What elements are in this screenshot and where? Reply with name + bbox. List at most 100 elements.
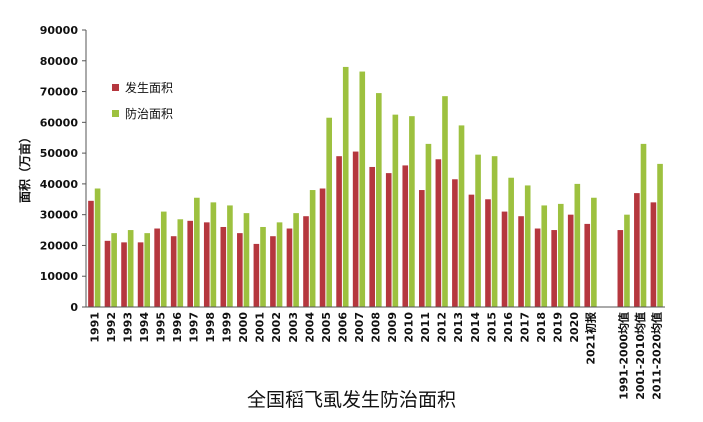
x-tick-label: 2001-2010均值 xyxy=(633,312,647,400)
bar-occurrence-2004 xyxy=(303,216,309,307)
bar-control-2001-2010均值 xyxy=(640,143,647,307)
x-tick-label: 2003 xyxy=(287,312,300,343)
x-tick-label: 2004 xyxy=(303,312,316,343)
bars-layer xyxy=(88,66,663,308)
bar-control-2006 xyxy=(342,66,349,308)
bar-control-1999 xyxy=(227,205,233,307)
legend-swatch-occurrence xyxy=(112,83,119,91)
x-tick-label: 2011 xyxy=(419,312,432,343)
bar-control-2019 xyxy=(557,203,564,307)
bar-control-2018 xyxy=(541,205,548,307)
x-tick-label: 2020 xyxy=(568,312,581,343)
bar-control-1992 xyxy=(111,233,117,307)
legend: 发生面积 防治面积 xyxy=(112,74,173,126)
bar-occurrence-1994 xyxy=(137,242,144,307)
bar-occurrence-2015 xyxy=(485,199,491,307)
bar-control-2012 xyxy=(442,96,448,307)
x-tick-label: 2008 xyxy=(370,312,383,343)
y-tick-label: 40000 xyxy=(40,178,79,191)
bar-occurrence-2014 xyxy=(468,194,475,307)
bar-control-1995 xyxy=(160,211,167,307)
bar-control-1998 xyxy=(210,202,217,307)
x-tick-label: 2002 xyxy=(270,312,283,343)
bar-occurrence-2017 xyxy=(518,216,524,307)
bar-control-2013 xyxy=(458,125,465,307)
x-tick-label: 1995 xyxy=(154,312,167,343)
bar-control-1996 xyxy=(177,219,184,307)
bar-occurrence-2001-2010均值 xyxy=(634,193,640,307)
legend-swatch-control xyxy=(112,109,119,117)
bar-occurrence-2016 xyxy=(501,211,508,307)
bar-control-2021初报 xyxy=(591,197,597,307)
bar-control-2017 xyxy=(524,185,531,307)
bar-occurrence-1997 xyxy=(187,220,194,307)
x-tick-label: 1997 xyxy=(188,312,201,343)
bar-occurrence-1996 xyxy=(170,236,177,307)
x-tick-label: 2013 xyxy=(452,312,465,343)
bar-occurrence-2001 xyxy=(253,243,260,307)
bar-control-2003 xyxy=(293,213,299,307)
x-tick-label: 2005 xyxy=(320,312,333,343)
bar-control-2002 xyxy=(276,222,283,307)
x-tick-label: 2016 xyxy=(502,312,515,343)
y-tick-label: 70000 xyxy=(40,86,79,99)
x-tick-label: 2011-2020均值 xyxy=(650,312,664,400)
bar-occurrence-2011 xyxy=(419,190,425,307)
legend-item-occurrence: 发生面积 xyxy=(112,74,173,100)
y-tick-label: 30000 xyxy=(40,209,79,222)
bar-occurrence-2005 xyxy=(319,188,326,307)
bar-occurrence-2006 xyxy=(336,156,342,307)
y-tick-label: 50000 xyxy=(40,147,79,160)
x-tick-label: 2017 xyxy=(518,312,531,343)
legend-label-occurrence: 发生面积 xyxy=(125,80,174,95)
bar-occurrence-2011-2020均值 xyxy=(650,202,657,307)
x-tick-label: 1998 xyxy=(204,312,217,343)
chart-title: 全国稻飞虱发生防治面积 xyxy=(246,389,456,411)
x-tick-label: 2000 xyxy=(237,312,250,343)
bar-occurrence-2000 xyxy=(237,233,243,307)
bar-control-2000 xyxy=(243,213,250,307)
bar-occurrence-1992 xyxy=(104,240,111,307)
bar-occurrence-1991 xyxy=(88,200,94,307)
x-tick-label: 2010 xyxy=(403,312,416,343)
x-tick-label: 2021初报 xyxy=(584,311,598,365)
bar-control-1991-2000均值 xyxy=(624,214,630,307)
x-tick-label: 2001 xyxy=(254,312,267,343)
bar-occurrence-2021初报 xyxy=(584,223,591,307)
x-tick-label: 2019 xyxy=(551,312,564,343)
y-tick-label: 60000 xyxy=(40,116,79,129)
axes-layer xyxy=(82,29,665,308)
y-tick-label: 90000 xyxy=(40,24,79,37)
x-tick-label: 1992 xyxy=(105,312,118,343)
bar-control-1991 xyxy=(94,188,101,307)
bar-control-2011 xyxy=(425,143,432,307)
bar-occurrence-1999 xyxy=(220,226,227,307)
bar-control-2014 xyxy=(475,154,481,307)
bar-control-1993 xyxy=(127,230,134,307)
bar-occurrence-1995 xyxy=(154,228,160,307)
y-axis-label: 面积（万亩） xyxy=(17,131,32,203)
bar-control-2004 xyxy=(309,190,316,307)
x-tick-label: 1994 xyxy=(138,312,151,343)
bar-occurrence-1991-2000均值 xyxy=(617,230,624,307)
bar-control-2015 xyxy=(491,156,498,307)
bar-control-1994 xyxy=(144,233,151,307)
x-tick-label: 1999 xyxy=(221,312,234,343)
legend-item-control: 防治面积 xyxy=(112,100,173,126)
bar-occurrence-2007 xyxy=(352,151,359,307)
y-tick-label: 20000 xyxy=(40,239,79,252)
bar-control-2008 xyxy=(376,93,382,307)
x-tick-label: 2015 xyxy=(485,312,498,343)
y-tick-label: 0 xyxy=(70,301,78,314)
bar-control-2020 xyxy=(574,183,581,307)
bar-occurrence-2013 xyxy=(452,179,458,307)
bar-occurrence-2003 xyxy=(286,228,293,307)
bar-control-2009 xyxy=(392,114,399,307)
x-tick-label: 1993 xyxy=(121,312,134,343)
bar-control-2005 xyxy=(326,117,332,307)
x-tick-label: 1996 xyxy=(171,312,184,343)
bar-control-2016 xyxy=(508,177,514,307)
bar-control-2010 xyxy=(409,116,415,308)
y-tick-labels: 0 10000 20000 30000 40000 50000 60000 70000 8000… xyxy=(40,24,79,314)
